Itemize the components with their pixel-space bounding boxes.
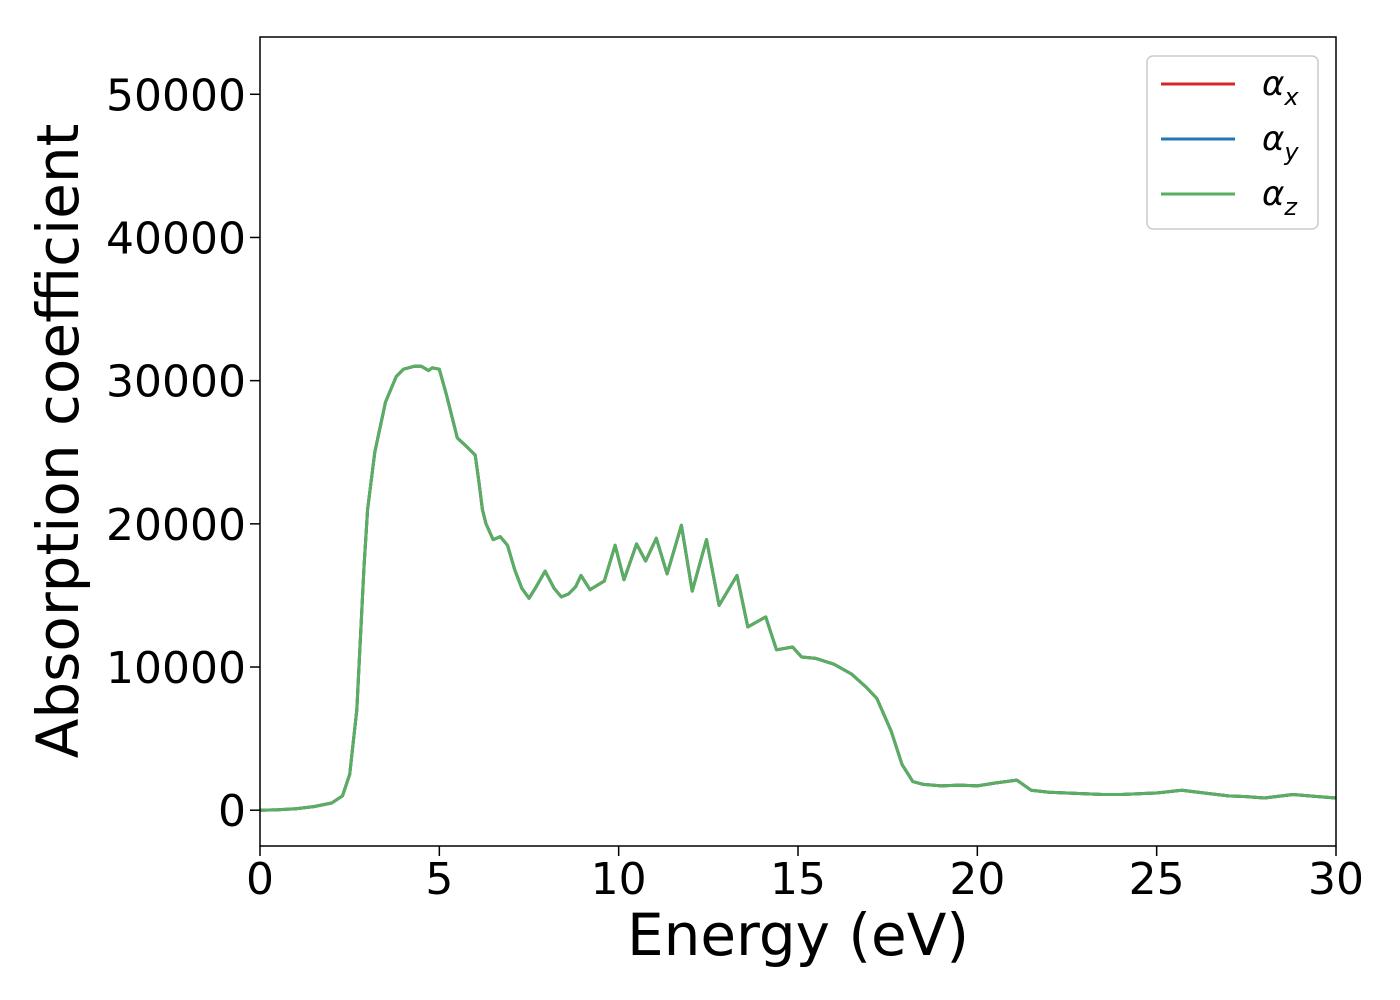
y-tick-label: 40000	[106, 213, 246, 264]
x-tick-label: 20	[949, 854, 1005, 905]
x-tick-label: 0	[246, 854, 274, 905]
x-axis-title: Energy (eV)	[627, 901, 969, 969]
y-axis: 0 10000 20000 30000 40000 50000	[106, 70, 260, 837]
series-layer	[259, 364, 1337, 812]
y-tick-label: 0	[218, 786, 246, 837]
y-tick-label: 30000	[106, 357, 246, 408]
y-axis-title: Absorption coefficient	[24, 124, 92, 759]
legend-label-alpha-x: αx	[1262, 64, 1299, 111]
x-tick-label: 10	[591, 854, 647, 905]
legend-box	[1146, 55, 1319, 230]
x-tick-label: 15	[770, 854, 826, 905]
y-tick-label: 10000	[106, 643, 246, 694]
legend: αx αy αz	[1146, 55, 1319, 230]
series-line-alpha-y	[259, 364, 1337, 812]
legend-label-alpha-z: αz	[1262, 174, 1298, 221]
legend-label-alpha-y: αy	[1262, 119, 1299, 166]
x-tick-label: 5	[425, 854, 453, 905]
y-tick-label: 20000	[106, 500, 246, 551]
y-tick-label: 50000	[106, 70, 246, 121]
series-line-alpha-z	[259, 364, 1337, 812]
x-tick-label: 25	[1129, 854, 1185, 905]
series-line-alpha-x	[259, 364, 1337, 812]
x-tick-label: 30	[1308, 854, 1364, 905]
x-axis: 0 5 10 15 20 25 30	[246, 846, 1364, 905]
